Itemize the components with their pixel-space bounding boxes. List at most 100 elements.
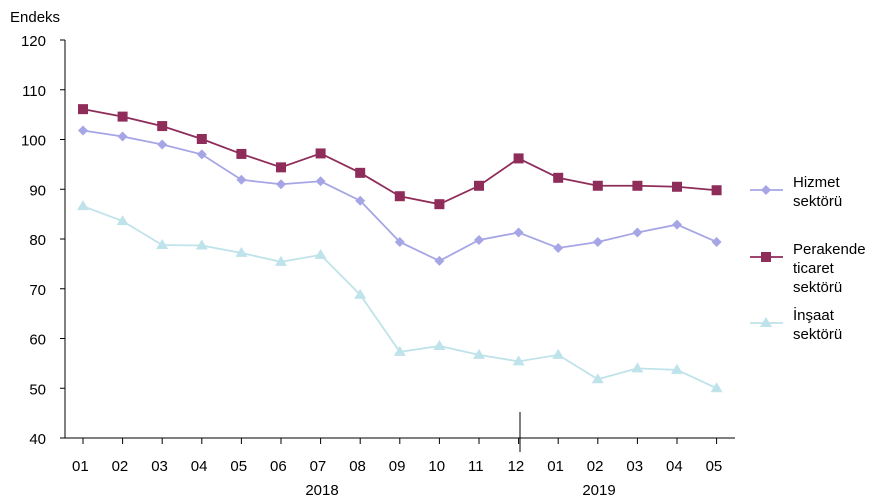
data-point	[672, 219, 682, 230]
data-point	[157, 139, 168, 150]
x-tick-label: 06	[270, 458, 287, 475]
data-point	[710, 382, 723, 393]
legend-label: sektörü	[793, 326, 842, 343]
data-point	[354, 288, 367, 299]
x-tick-label: 01	[72, 458, 89, 475]
data-point	[196, 149, 207, 160]
data-point	[513, 153, 524, 164]
y-tick-label: 40	[29, 431, 46, 448]
series-line	[82, 205, 717, 390]
legend: Hizmet sektörü Perakende ticaret sektörü İnşa…	[750, 174, 866, 343]
data-point	[592, 236, 603, 247]
y-tick-label: 50	[29, 381, 46, 398]
data-point	[672, 181, 682, 192]
x-tick-label: 09	[389, 458, 406, 475]
y-tick-label: 120	[21, 33, 46, 50]
data-point	[315, 148, 326, 159]
year-labels: 2018 2019	[305, 482, 615, 499]
data-point	[314, 248, 327, 259]
data-point	[315, 176, 326, 187]
x-tick-label: 02	[587, 458, 604, 475]
x-tick-label: 03	[626, 458, 643, 475]
year-label: 2019	[582, 482, 615, 499]
x-tick-label: 05	[706, 458, 723, 475]
data-point	[591, 373, 604, 384]
year-label: 2018	[305, 482, 338, 499]
legend-label: sektörü	[793, 279, 842, 296]
data-point	[434, 199, 445, 210]
data-point	[196, 134, 207, 145]
data-point	[513, 227, 524, 238]
data-point	[236, 174, 247, 185]
y-tick-label: 60	[29, 332, 46, 349]
x-ticks: 01 02 03 04 05 06 07 08 09 10 11 12 01 02 03 04 05	[72, 438, 722, 475]
data-point	[553, 172, 564, 183]
data-point	[592, 180, 603, 191]
data-point	[671, 363, 683, 374]
legend-marker	[760, 317, 772, 327]
x-tick-label: 05	[230, 458, 247, 475]
data-point	[632, 180, 643, 191]
data-point	[393, 345, 406, 356]
series-2	[77, 200, 723, 393]
legend-marker	[761, 252, 771, 262]
legend-marker	[761, 185, 771, 195]
legend-label: sektörü	[793, 193, 842, 210]
data-point	[78, 125, 88, 136]
data-point	[631, 362, 644, 373]
y-tick-label: 90	[29, 182, 46, 199]
x-tick-label: 03	[151, 458, 168, 475]
legend-item: Hizmet sektörü	[750, 174, 842, 210]
data-point	[474, 234, 484, 245]
x-tick-label: 04	[191, 458, 208, 475]
legend-label: Perakende	[793, 241, 866, 258]
data-point	[711, 236, 722, 247]
data-point	[394, 191, 405, 202]
data-point	[117, 111, 128, 122]
data-point	[394, 236, 405, 247]
x-tick-label: 12	[508, 458, 525, 475]
x-tick-label: 02	[112, 458, 129, 475]
x-tick-label: 04	[666, 458, 683, 475]
data-point	[77, 200, 89, 211]
series-group	[77, 104, 723, 393]
data-point	[433, 339, 446, 350]
data-point	[116, 215, 129, 226]
data-point	[157, 121, 168, 132]
series-0	[78, 125, 722, 266]
legend-label: Hizmet	[793, 174, 841, 191]
y-tick-label: 70	[29, 282, 46, 299]
x-tick-label: 10	[428, 458, 445, 475]
data-point	[235, 246, 248, 257]
series-line	[82, 108, 717, 206]
data-point	[117, 131, 128, 142]
legend-label: İnşaat	[793, 306, 835, 324]
data-point	[553, 242, 564, 253]
x-tick-label: 08	[349, 458, 366, 475]
data-point	[236, 148, 247, 159]
legend-item: Perakende ticaret sektörü	[750, 241, 866, 296]
y-tick-label: 100	[21, 133, 46, 150]
data-point	[355, 167, 366, 178]
data-point	[78, 104, 88, 115]
data-point	[474, 180, 484, 191]
data-point	[195, 239, 208, 250]
y-tick-label: 110	[22, 83, 46, 100]
y-ticks: 40 50 60 70 80 90 100 110 120	[21, 33, 65, 448]
x-tick-label: 01	[547, 458, 564, 475]
y-tick-label: 80	[29, 232, 46, 249]
series-1	[78, 104, 722, 210]
data-point	[275, 255, 287, 266]
data-point	[276, 162, 286, 173]
data-point	[434, 255, 445, 266]
data-point	[512, 355, 525, 366]
data-point	[552, 348, 565, 359]
y-axis-label: Endeks	[10, 9, 60, 26]
data-point	[711, 185, 722, 196]
x-tick-label: 11	[468, 458, 484, 475]
data-point	[156, 238, 169, 249]
data-point	[473, 348, 485, 359]
data-point	[632, 227, 643, 238]
legend-label: ticaret	[793, 260, 835, 277]
